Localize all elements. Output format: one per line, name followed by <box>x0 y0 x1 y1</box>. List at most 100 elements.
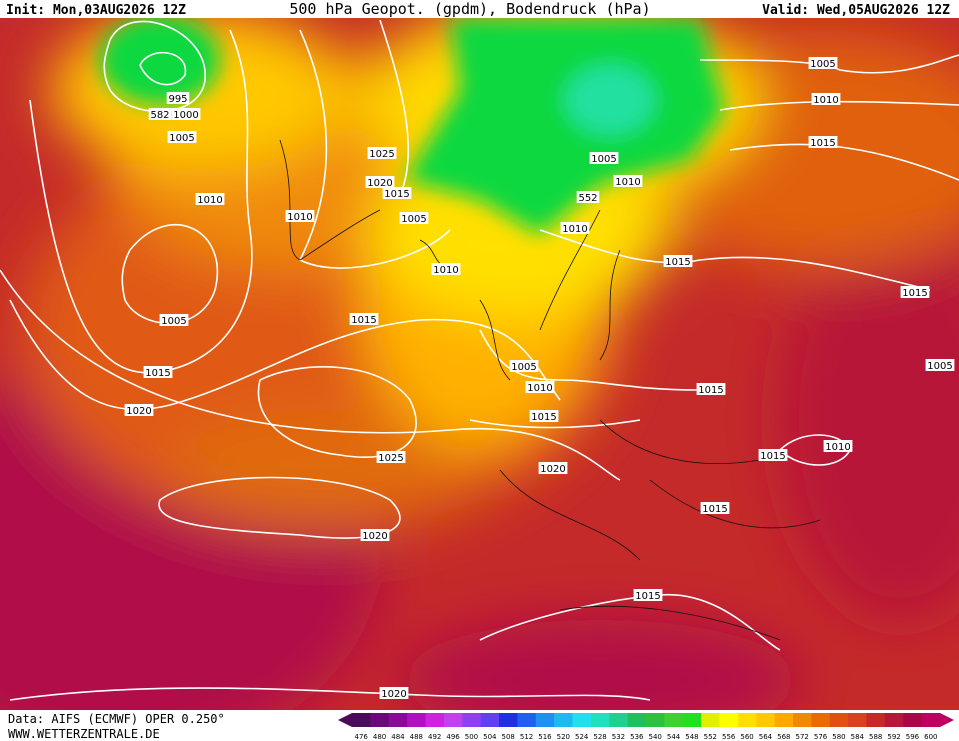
isobar-label: 1010 <box>527 383 552 394</box>
isobar-label: 1020 <box>367 178 392 189</box>
isobar-label: 1005 <box>401 214 426 225</box>
colorbar-label: 540 <box>649 733 662 741</box>
init-time: Init: Mon,03AUG2026 12Z <box>6 3 186 18</box>
isobar-label: 1000 <box>173 110 198 121</box>
colorbar-swatch <box>866 713 886 727</box>
colorbar-label: 504 <box>483 733 497 741</box>
colorbar-label: 600 <box>924 733 937 741</box>
colorbar-label: 572 <box>796 733 809 741</box>
isobar-label: 1020 <box>381 689 406 700</box>
colorbar-swatch <box>811 713 831 727</box>
colorbar-swatch <box>829 713 849 727</box>
isobar-label: 1015 <box>351 315 376 326</box>
isobar-label-box <box>823 440 853 452</box>
colorbar-swatch <box>425 713 445 727</box>
colorbar: 476 480 484 488 492 496 500 504 508 512 516 520 524 5… <box>338 713 954 741</box>
isobar-label: 1005 <box>169 133 194 144</box>
isobar-label-box <box>431 263 461 275</box>
isobar-label-box <box>124 404 154 416</box>
isobar-label-box <box>195 193 225 205</box>
colorbar-swatch <box>793 713 812 727</box>
colorbar-swatch <box>719 713 739 727</box>
isobar-label: 1010 <box>825 442 850 453</box>
isobar-label-box <box>576 191 600 203</box>
isobar-label: 1020 <box>126 406 151 417</box>
colorbar-label: 508 <box>502 733 515 741</box>
colorbar-label: 512 <box>520 733 533 741</box>
isobar-label-box <box>696 383 726 395</box>
isobar-label-box <box>613 175 643 187</box>
colorbar-label: 576 <box>814 733 828 741</box>
colorbar-label: 496 <box>446 733 460 741</box>
colorbar-label: 592 <box>887 733 900 741</box>
isobar-label-box <box>148 108 172 120</box>
isobar-label: 1015 <box>665 257 690 268</box>
colorbar-label: 480 <box>373 733 386 741</box>
isobar-label: 1010 <box>287 212 312 223</box>
isobar-label-box <box>399 212 429 224</box>
isobar-label-box <box>663 255 693 267</box>
isobar-label-box <box>349 313 379 325</box>
colorbar-swatch <box>664 713 684 727</box>
isobar-label: 1010 <box>813 95 838 106</box>
isobar-label: 1005 <box>927 361 952 372</box>
colorbar-label: 484 <box>391 733 405 741</box>
colorbar-swatch <box>535 713 555 727</box>
colorbar-label: 500 <box>465 733 478 741</box>
colorbar-swatch <box>701 713 720 727</box>
website: WWW.WETTERZENTRALE.DE <box>8 727 160 741</box>
colorbar-swatch <box>499 713 518 727</box>
isobar-label: 1020 <box>362 531 387 542</box>
colorbar-swatch <box>682 713 702 727</box>
colorbar-label: 492 <box>428 733 441 741</box>
isobar-label-box <box>808 57 838 69</box>
isobar-label-box <box>808 136 838 148</box>
colorbar-label: 568 <box>777 733 790 741</box>
isobar-label: 1020 <box>540 464 565 475</box>
isobar-label-box <box>538 462 568 474</box>
colorbar-swatch <box>572 713 592 727</box>
isobar-label-box <box>166 92 190 104</box>
isobar-label-box <box>379 687 409 699</box>
isobar-label: 1015 <box>760 451 785 462</box>
colorbar-swatch <box>903 713 923 727</box>
colorbar-label: 476 <box>355 733 369 741</box>
colorbar-label: 564 <box>759 733 773 741</box>
isobar-label: 1025 <box>378 453 403 464</box>
isobar-label: 1015 <box>384 189 409 200</box>
isobar-label-box <box>758 449 788 461</box>
isobar-label: 1015 <box>810 138 835 149</box>
colorbar-swatch <box>407 713 426 727</box>
colorbar-swatch <box>554 713 573 727</box>
isobar-label: 1015 <box>531 412 556 423</box>
colorbar-arrow-right <box>940 713 954 727</box>
colorbar-swatch <box>590 713 610 727</box>
colorbar-label: 584 <box>851 733 865 741</box>
colorbar-label: 524 <box>575 733 589 741</box>
isobar-label: 1005 <box>591 154 616 165</box>
colorbar-swatch <box>443 713 463 727</box>
colorbar-swatch <box>370 713 390 727</box>
isobar-label: 1015 <box>702 504 727 515</box>
isobar-label: 1025 <box>369 149 394 160</box>
isobar-label-box <box>811 93 841 105</box>
data-source: Data: AIFS (ECMWF) OPER 0.250° <box>8 712 225 726</box>
isobar-label-box <box>925 359 955 371</box>
map-title: 500 hPa Geopot. (gpdm), Bodendruck (hPa) <box>289 0 650 18</box>
colorbar-label: 556 <box>722 733 736 741</box>
isobar-label: 582 <box>150 110 169 121</box>
colorbar-label: 548 <box>685 733 698 741</box>
colorbar-label: 536 <box>630 733 644 741</box>
colorbar-label: 596 <box>906 733 920 741</box>
isobar-label-box <box>560 222 590 234</box>
isobar-label-box <box>633 589 663 601</box>
isobar-label-box <box>143 366 173 378</box>
colorbar-arrow-left <box>338 713 352 727</box>
isobar-label-box <box>382 187 412 199</box>
isobar-label-box <box>376 451 406 463</box>
colorbar-swatch <box>462 713 482 727</box>
colorbar-swatch <box>517 713 537 727</box>
colorbar-label: 488 <box>410 733 423 741</box>
isobar-label: 1015 <box>698 385 723 396</box>
isobar-label: 552 <box>578 193 597 204</box>
